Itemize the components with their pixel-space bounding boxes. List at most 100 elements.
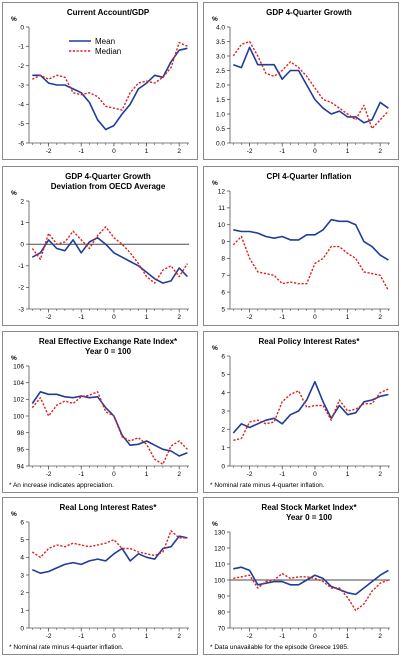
y-tick-label: 12 xyxy=(218,188,226,195)
x-tick-label: -1 xyxy=(78,148,84,155)
unit-label: % xyxy=(212,16,218,23)
y-tick-label: -1 xyxy=(18,44,24,51)
chart-policy-rates: Real Policy Interest Rates*%6 5 4 3 2 1 0 -2 -1 0… xyxy=(210,337,390,489)
y-tick-label: 0 xyxy=(20,625,24,632)
y-tick-label: 80 xyxy=(218,609,226,616)
y-tick-label: 3 xyxy=(20,572,24,579)
x-tick-label: 1 xyxy=(145,471,149,478)
series-mean-line xyxy=(233,218,389,261)
series-median-line xyxy=(232,235,390,291)
panel-cpi-inflation: CPI 4-Quarter Inflation% 12 11 10 9 8 7 6 5 -2 -1 0… xyxy=(203,166,399,326)
y-tick-label: 2 xyxy=(20,198,24,205)
y-tick-label: 5 xyxy=(221,372,225,379)
series-median-line xyxy=(31,530,188,558)
unit-label: % xyxy=(212,180,218,187)
unit-label: % xyxy=(212,345,218,352)
y-tick-label: 6 xyxy=(221,353,225,360)
panel-stock-index: Real Stock Market Index* Year 0 = 100% 130… xyxy=(203,497,399,655)
y-tick-label: -2 xyxy=(18,63,24,70)
series-median-line xyxy=(233,388,389,441)
series-mean-line xyxy=(232,380,389,434)
x-tick-label: -1 xyxy=(279,148,285,155)
chart-subtitle: Year 0 = 100 xyxy=(286,513,333,522)
x-tick-label: 1 xyxy=(145,633,149,640)
y-tick-label: 120 xyxy=(214,545,225,552)
legend-median-label: Median xyxy=(95,47,121,56)
y-tick-label: 1 xyxy=(20,608,24,615)
series-median-line xyxy=(31,226,188,284)
unit-label: % xyxy=(11,190,17,197)
x-tick-label: -1 xyxy=(279,471,285,478)
y-tick-label: 1 xyxy=(20,220,24,227)
y-tick-label: 1.0 xyxy=(216,111,225,118)
chart-gdp-growth: GDP 4-Quarter Growth%4.0 3.5 3.0 2.5 2.0 1.5 1… xyxy=(212,8,390,155)
x-tick-label: -2 xyxy=(46,148,52,155)
y-tick-label: 4.0 xyxy=(216,24,225,31)
x-tick-label: 0 xyxy=(313,148,317,155)
x-tick-label: 2 xyxy=(378,148,382,155)
x-tick-label: 1 xyxy=(145,148,149,155)
y-tick-label: 11 xyxy=(218,205,225,212)
panel-current-account: Current Account/GDP% 0 -1 -2 -3 -4 -5 -6 -2 -1 0 1 2… xyxy=(2,2,198,160)
y-tick-label: 130 xyxy=(214,529,225,536)
x-tick-label: 0 xyxy=(112,471,116,478)
x-tick-label: -2 xyxy=(46,633,52,640)
y-tick-label: 102 xyxy=(13,397,24,404)
x-tick-label: 1 xyxy=(346,314,350,321)
panel-long-rates: Real Long Interest Rates*% 6 5 4 3 2 1 0 -2 -1 0 1 2… xyxy=(2,497,198,655)
y-tick-label: 3.5 xyxy=(216,39,225,46)
x-tick-label: 0 xyxy=(313,471,317,478)
y-tick-label: -5 xyxy=(18,121,24,128)
y-tick-label: 5 xyxy=(20,537,24,544)
x-tick-label: 1 xyxy=(145,314,149,321)
x-tick-label: 1 xyxy=(346,471,350,478)
x-tick-label: -1 xyxy=(279,633,285,640)
chart-title: Real Stock Market Index* xyxy=(261,503,357,512)
series-median-line xyxy=(31,41,188,111)
x-tick-label: 0 xyxy=(313,633,317,640)
x-tick-label: 0 xyxy=(112,314,116,321)
y-tick-label: 100 xyxy=(214,577,225,584)
y-tick-label: 2.5 xyxy=(216,68,225,75)
chart-title: CPI 4-Quarter Inflation xyxy=(267,172,352,181)
x-tick-label: 2 xyxy=(177,148,181,155)
y-tick-label: 6 xyxy=(20,519,24,526)
x-tick-label: -1 xyxy=(78,471,84,478)
chart-footnote: * Data unavailable for the episode Greec… xyxy=(210,644,349,651)
y-tick-label: 70 xyxy=(218,625,226,632)
y-tick-label: 2 xyxy=(20,590,24,597)
x-tick-label: 2 xyxy=(177,633,181,640)
x-tick-label: 2 xyxy=(177,471,181,478)
chart-title: GDP 4-Quarter Growth xyxy=(65,172,151,181)
y-tick-label: 106 xyxy=(13,363,24,370)
y-tick-label: 0.0 xyxy=(216,140,225,147)
x-tick-label: 2 xyxy=(378,633,382,640)
unit-label: % xyxy=(11,355,17,362)
y-tick-label: 98 xyxy=(17,430,25,437)
y-tick-label: 0 xyxy=(20,242,24,249)
y-tick-label: 110 xyxy=(215,561,226,568)
chart-title: Real Effective Exchange Rate Index* xyxy=(39,337,178,346)
y-tick-label: -3 xyxy=(18,82,24,89)
x-tick-label: -1 xyxy=(279,314,285,321)
chart-title: Real Long Interest Rates* xyxy=(60,503,158,512)
x-tick-label: 2 xyxy=(378,314,382,321)
series-median-line xyxy=(233,572,389,612)
y-tick-label: 9 xyxy=(221,239,225,246)
x-tick-label: -2 xyxy=(247,148,253,155)
y-tick-label: 104 xyxy=(13,380,24,387)
chart-current-account: Current Account/GDP%0-1-2-3-4-5-6-2 -1 0 1 2… xyxy=(11,8,189,155)
x-tick-label: 1 xyxy=(346,633,350,640)
legend-mean-label: Mean xyxy=(95,37,115,46)
y-tick-label: 0 xyxy=(221,463,225,470)
y-tick-label: -1 xyxy=(18,263,24,270)
chart-long-rates: Real Long Interest Rates*%6 5 4 3 2 1 0 -2 -1 0 1 2… xyxy=(9,503,189,651)
series-mean-line xyxy=(233,566,389,596)
y-tick-label: -4 xyxy=(18,102,24,109)
y-tick-label: -6 xyxy=(18,140,24,147)
y-tick-label: 96 xyxy=(17,447,25,454)
x-tick-label: 0 xyxy=(313,314,317,321)
chart-reer-index: Real Effective Exchange Rate Index*Year … xyxy=(9,337,189,489)
y-tick-label: 2.0 xyxy=(216,82,225,89)
x-tick-label: 0 xyxy=(112,148,116,155)
